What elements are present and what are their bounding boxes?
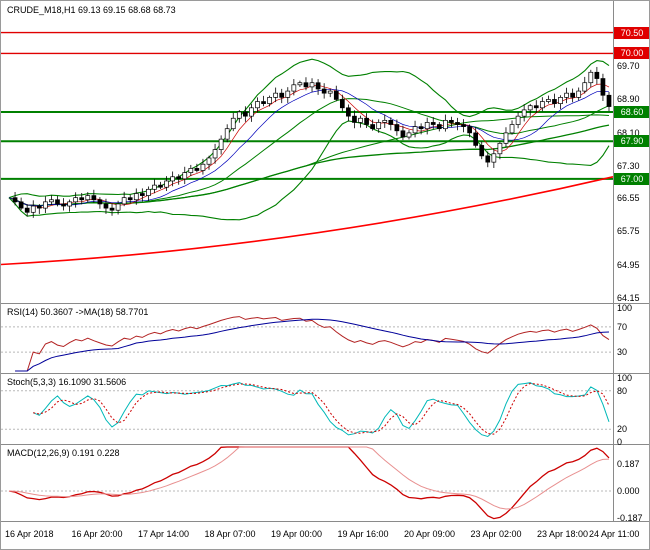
price-level-badge: 68.60 [614, 105, 649, 118]
macd-tick-label: -0.187 [617, 512, 643, 523]
rsi-tick-label: 30 [617, 347, 628, 358]
time-tick-label: 23 Apr 18:00 [537, 529, 589, 539]
price-tick-label: 69.70 [617, 61, 640, 71]
stoch-tick-label: 0 [617, 437, 623, 447]
price-scale-border [613, 1, 614, 522]
stochastic-plot [33, 382, 610, 438]
time-tick-label: 19 Apr 00:00 [271, 529, 323, 539]
price-tick-label: 65.75 [617, 226, 640, 237]
time-tick-label: 16 Apr 20:00 [71, 529, 123, 539]
price-level-lines [1, 31, 613, 180]
stoch-tick-label: 80 [617, 385, 628, 396]
stoch-tick-label: 100 [617, 373, 633, 383]
price-level-badge: 70.50 [614, 26, 649, 39]
moving-average-lines [1, 58, 614, 266]
stoch-indicator-label: Stoch(5,3,3) 16.1090 31.5606 [7, 377, 127, 387]
rsi-indicator-label: RSI(14) 50.3607 ->MA(18) 58.7701 [7, 307, 149, 317]
price-tick-label: 66.55 [617, 192, 640, 203]
price-level-badge: 70.00 [614, 47, 649, 60]
time-tick-label: 24 Apr 11:00 [589, 529, 640, 539]
rsi-tick-label: 70 [617, 321, 628, 332]
time-tick-label: 16 Apr 2018 [5, 529, 54, 539]
price-tick-label: 68.90 [617, 94, 640, 105]
price-tick-label: 67.30 [617, 161, 640, 172]
macd-indicator-label: MACD(12,26,9) 0.191 0.228 [7, 448, 120, 458]
indicator-level-lines [1, 326, 613, 492]
time-tick-label: 20 Apr 09:00 [404, 529, 456, 539]
price-level-badge: 67.90 [614, 135, 649, 148]
time-tick-label: 18 Apr 07:00 [204, 529, 256, 539]
time-tick-label: 19 Apr 16:00 [337, 529, 389, 539]
price-tick-label: 64.15 [617, 292, 640, 303]
rsi-plot [15, 316, 610, 372]
pane-separator[interactable] [1, 303, 649, 304]
macd-tick-label: 0.187 [617, 459, 640, 470]
time-tick-label: 17 Apr 14:00 [138, 529, 190, 539]
pane-separator[interactable] [1, 444, 649, 445]
rsi-tick-label: 100 [617, 303, 633, 313]
symbol-ohlc-label: CRUDE_M18,H1 69.13 69.15 68.68 68.73 [7, 5, 176, 15]
price-tick-label: 68.10 [617, 127, 640, 138]
macd-tick-label: 0.000 [617, 486, 640, 496]
pane-separator[interactable] [1, 521, 649, 522]
macd-plot [8, 446, 610, 520]
price-tick-label: 64.95 [617, 259, 640, 270]
time-tick-label: 23 Apr 02:00 [470, 529, 522, 539]
candlesticks [12, 66, 612, 218]
price-level-badge: 67.00 [614, 172, 649, 185]
pane-separator[interactable] [1, 373, 649, 374]
stoch-tick-label: 20 [617, 424, 628, 435]
